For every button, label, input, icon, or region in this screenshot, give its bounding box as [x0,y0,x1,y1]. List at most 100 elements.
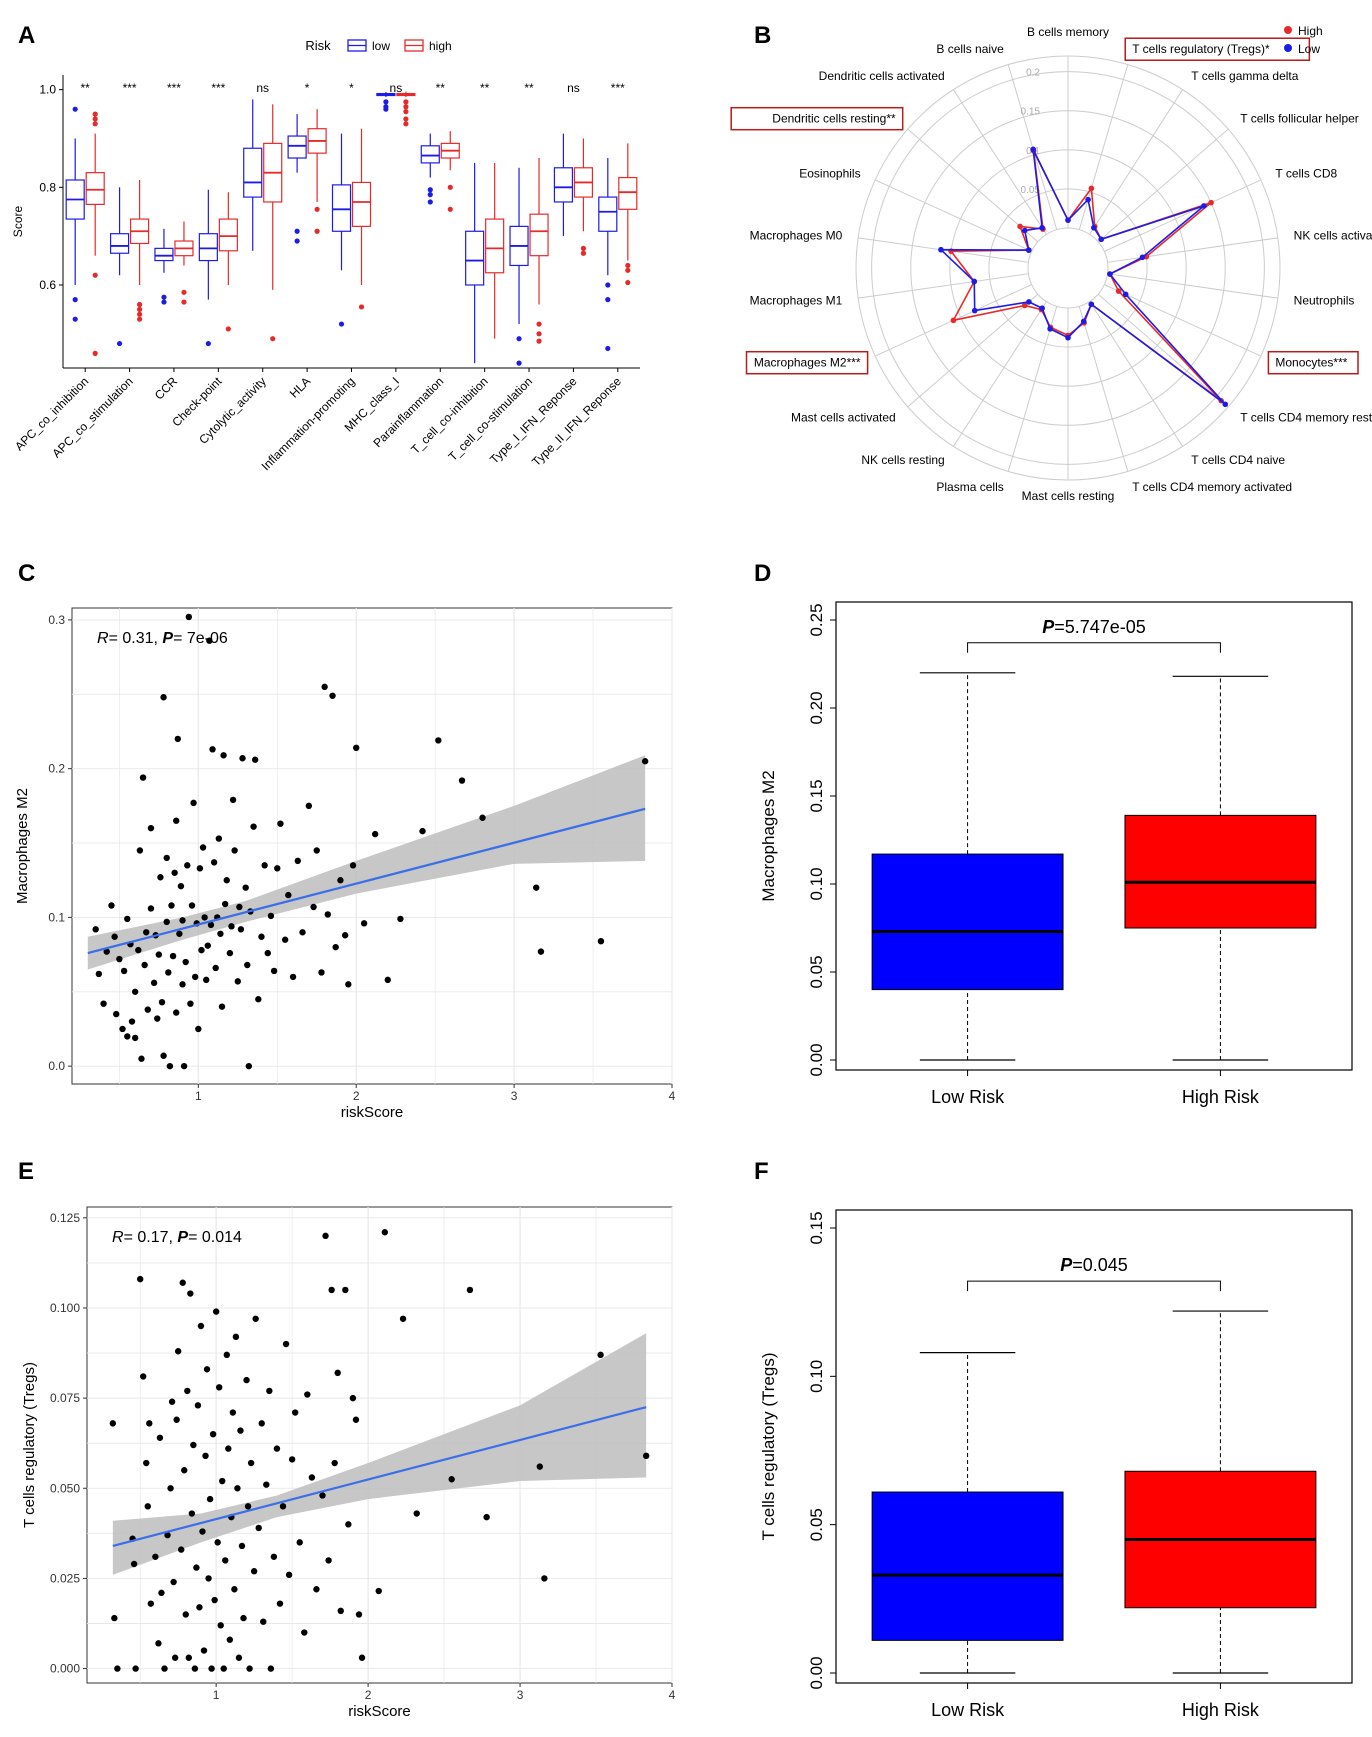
e-data-point [642,1452,650,1460]
a-outlier-point [536,338,542,344]
p-value: = 0.014 [188,1229,242,1246]
b-axis-label: Mast cells resting [1022,489,1115,503]
a-outlier-point [580,250,587,256]
a-significance-label: ** [480,81,490,95]
a-y-tick-label: 0.6 [39,278,56,292]
e-y-axis-label: T cells regulatory (Tregs) [21,1362,38,1528]
a-significance-label: ** [524,81,534,95]
a-box [198,233,218,262]
c-data-point [228,923,235,930]
e-data-point [223,1351,230,1359]
b-series-point-high [1017,223,1023,230]
a-x-tick-label: HLA [287,374,313,400]
c-data-point [397,915,404,923]
e-data-point [483,1513,490,1521]
e-data-point [232,1333,240,1341]
b-legend-marker [1284,44,1292,52]
e-data-point [319,1492,326,1499]
d-significance-bracket [967,642,1221,653]
e-data-point [399,1315,407,1322]
b-series-point-low [1139,254,1146,261]
d-box [871,853,1064,991]
a-outlier-point [536,331,542,337]
e-data-point [243,1376,250,1384]
a-significance-label: *** [123,81,137,95]
f-x-tick-label: High Risk [1182,1700,1260,1720]
a-outlier-point [403,116,409,122]
a-box [109,233,130,254]
e-data-point [334,1369,341,1377]
p-label: P [162,630,173,647]
c-data-point [177,882,185,890]
e-data-point [144,1503,151,1510]
c-data-point [321,683,328,691]
e-data-point [168,1398,176,1405]
r-value: = 0.17, [124,1229,178,1246]
c-data-point [324,911,331,918]
a-box [331,184,352,232]
e-data-point [173,1416,180,1423]
c-y-tick-label: 0.1 [48,910,65,924]
a-x-tick-label: T_cell_co-stimulation [446,374,536,464]
a-x-tick-label: T_cell_co-inhibition [408,374,491,457]
a-box [243,147,263,198]
b-series-point-low [1039,224,1045,231]
e-data-point [109,1420,117,1427]
b-series-line-high [949,150,1222,402]
c-data-point [160,694,167,701]
c-data-point [184,862,191,869]
b-spoke [952,89,1047,235]
a-box [553,167,574,203]
e-data-point [146,1420,153,1427]
e-data-point [185,1654,193,1661]
d-y-tick-label: 0.00 [807,1043,826,1076]
e-data-point [215,1384,223,1391]
c-data-point [185,613,193,621]
e-data-point [266,1387,273,1395]
b-series-point-low [1039,305,1045,312]
e-data-point [222,1557,229,1564]
e-data-point [197,1322,205,1330]
c-data-point [419,827,426,835]
e-data-point [252,1315,259,1322]
a-outlier-point [161,299,167,305]
b-series-line-low [938,149,1226,405]
c-data-point [313,847,320,854]
e-x-tick-label: 1 [213,1688,220,1702]
e-data-point [164,1531,171,1539]
e-data-point [184,1387,191,1395]
e-data-point [279,1503,287,1510]
d-y-tick-label: 0.20 [807,691,826,724]
a-box [529,213,549,257]
a-outlier-point [72,316,78,322]
p-label: P [1042,617,1055,637]
a-significance-label: * [349,81,354,95]
b-series-point-low [1021,227,1028,234]
e-y-tick-label: 0.125 [50,1211,80,1225]
c-data-point [171,869,178,876]
a-outlier-point [205,340,211,347]
c-x-tick-label: 3 [511,1089,518,1103]
e-data-point [132,1665,139,1672]
a-significance-label: * [305,81,310,95]
e-correlation-annotation: R= 0.17, P= 0.014 [112,1229,242,1246]
b-spoke [1089,89,1184,235]
a-x-tick-label: Type_II_IFN_Reponse [529,374,624,469]
b-series-point-high [1021,302,1028,309]
a-outlier-point [605,345,611,352]
b-axis-label: T cells CD4 memory activated [1132,480,1292,494]
c-data-point [212,964,219,972]
a-outlier-point [92,121,98,127]
b-legend-label: Low [1298,42,1320,56]
b-spoke [858,273,1029,299]
a-outlier-point [427,199,433,205]
f-box [871,1491,1064,1641]
b-spoke [1104,179,1262,252]
panel-label-e: E [18,1158,35,1185]
e-data-point [152,1553,159,1560]
e-data-point [211,1596,218,1604]
e-data-point [208,1665,215,1672]
b-series-point-low [1201,203,1207,209]
e-data-point [212,1308,220,1315]
c-data-point [100,1000,107,1007]
